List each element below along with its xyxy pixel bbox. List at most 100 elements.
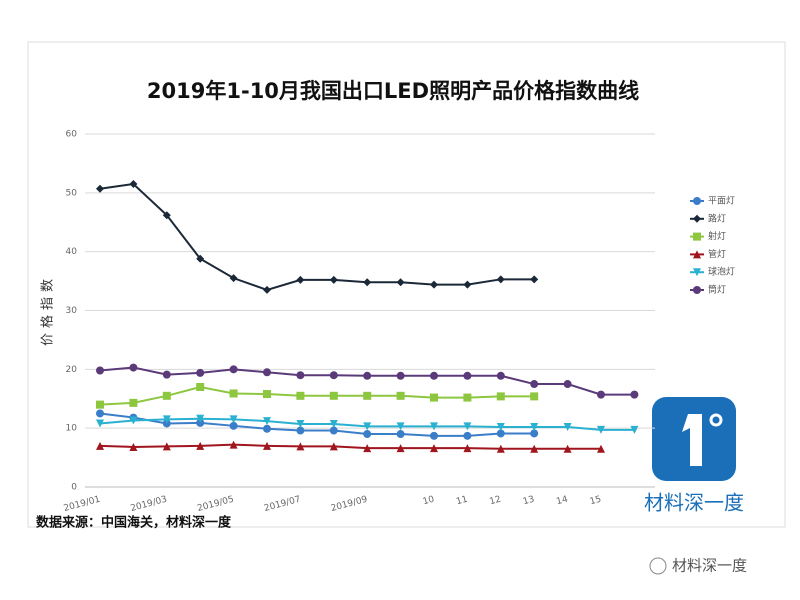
marker: [463, 422, 472, 431]
marker: [96, 400, 104, 409]
marker: [229, 421, 238, 430]
y-tick-label: 50: [66, 188, 78, 198]
marker: [496, 392, 505, 401]
marker: [396, 371, 405, 380]
marker: [530, 275, 539, 284]
marker: [96, 184, 104, 193]
x-tick-label: 15: [589, 495, 603, 508]
marker: [363, 422, 372, 431]
marker: [96, 419, 104, 428]
marker: [430, 444, 438, 453]
marker: [129, 180, 138, 189]
marker: [329, 371, 338, 380]
marker: [129, 363, 138, 372]
marker: [630, 390, 639, 399]
marker: [563, 444, 572, 453]
marker: [430, 393, 438, 402]
series-line: [99, 412, 535, 437]
y-tick-label: 30: [66, 306, 78, 316]
marker: [296, 420, 305, 429]
legend-marker: [693, 268, 701, 277]
marker: [229, 365, 238, 374]
marker: [296, 275, 305, 284]
marker: [162, 419, 171, 428]
marker: [363, 278, 372, 287]
marker: [196, 441, 205, 450]
marker: [96, 441, 104, 450]
chart-title: 2019年1-10月我国出口LED照明产品价格指数曲线: [147, 79, 639, 103]
marker: [430, 431, 438, 440]
marker: [496, 422, 505, 431]
marker: [329, 391, 338, 400]
marker: [196, 414, 205, 423]
marker: [396, 430, 405, 439]
marker: [296, 426, 305, 435]
marker: [196, 418, 205, 427]
marker: [263, 368, 271, 377]
marker: [263, 424, 271, 433]
marker: [363, 391, 372, 400]
marker: [162, 211, 171, 220]
marker: [96, 366, 104, 375]
marker: [396, 278, 405, 287]
marker: [430, 422, 438, 431]
marker: [563, 422, 572, 431]
marker: [363, 444, 372, 453]
series-line: [99, 443, 601, 450]
marker: [162, 415, 171, 424]
x-tick-label: 11: [455, 495, 469, 508]
marker: [463, 393, 472, 402]
marker: [563, 380, 572, 389]
legend-label: 平面灯: [708, 196, 735, 207]
legend-label: 路灯: [708, 212, 726, 224]
marker: [296, 391, 305, 400]
marker: [363, 430, 372, 439]
marker: [229, 274, 238, 283]
marker: [597, 444, 605, 453]
marker: [530, 444, 539, 453]
marker: [363, 371, 372, 380]
logo-text: 材料深一度: [644, 491, 744, 515]
series-line: [99, 385, 535, 406]
marker: [263, 285, 271, 294]
y-tick-label: 20: [66, 365, 78, 375]
marker: [129, 442, 138, 451]
y-tick-label: 0: [71, 483, 77, 493]
wechat-icon: [649, 557, 667, 575]
marker: [597, 390, 605, 399]
logo-glyph: [682, 414, 702, 466]
legend-label: 管灯: [708, 248, 726, 260]
legend-label: 筒灯: [708, 284, 726, 296]
marker: [630, 425, 639, 434]
legend-label: 射灯: [708, 230, 726, 242]
marker: [329, 426, 338, 435]
y-tick-label: 60: [66, 130, 78, 140]
legend-marker: [693, 214, 701, 223]
logo: 材料深一度: [644, 397, 744, 515]
x-tick-label: 13: [522, 495, 536, 508]
marker: [430, 280, 438, 289]
footer-text: 材料深一度: [672, 557, 747, 575]
marker: [229, 440, 238, 449]
marker: [496, 275, 505, 284]
marker: [263, 390, 271, 399]
marker: [162, 442, 171, 451]
y-tick-label: 10: [66, 424, 78, 434]
marker: [496, 429, 505, 438]
logo-dot: [709, 413, 723, 427]
source-note: 数据来源：中国海关，材料深一度: [36, 515, 232, 531]
marker: [530, 380, 539, 389]
y-axis-label: 价格指数: [40, 274, 56, 346]
marker: [463, 431, 472, 440]
marker: [430, 371, 438, 380]
marker: [196, 254, 205, 263]
marker: [530, 422, 539, 431]
marker: [463, 371, 472, 380]
marker: [129, 416, 138, 425]
legend-marker: [693, 250, 701, 259]
marker: [296, 371, 305, 380]
marker: [162, 391, 171, 400]
